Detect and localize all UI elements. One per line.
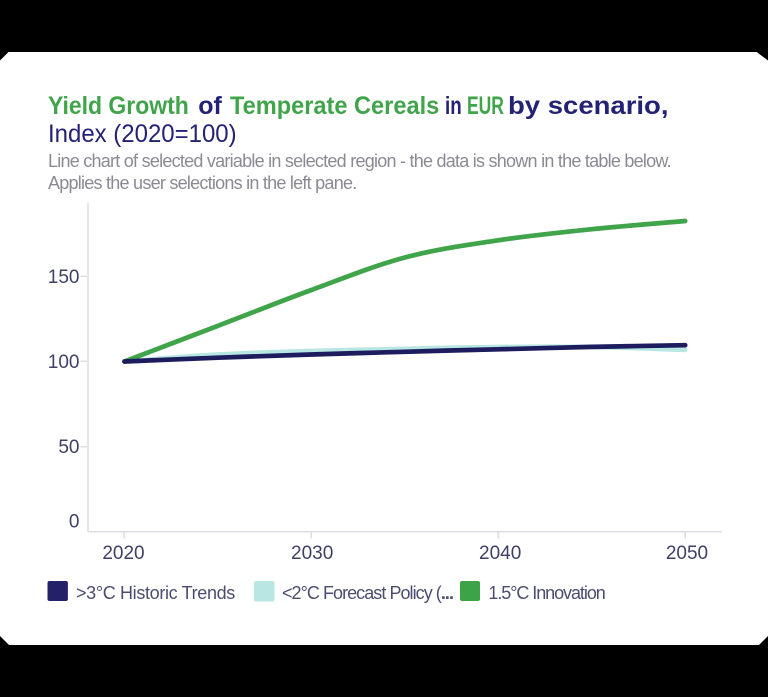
svg-text:2020: 2020	[102, 543, 144, 564]
svg-text:1.5°C Innovation: 1.5°C Innovation	[488, 583, 604, 603]
svg-text:>3°C Historic Trends: >3°C Historic Trends	[76, 583, 235, 603]
svg-text:150: 150	[48, 267, 80, 288]
svg-text:2050: 2050	[666, 543, 708, 564]
svg-text:100: 100	[48, 352, 80, 373]
svg-text:2040: 2040	[479, 543, 521, 564]
svg-text:<2°C Forecast Policy (...: <2°C Forecast Policy (...	[282, 583, 453, 603]
svg-text:0: 0	[69, 511, 80, 532]
svg-text:50: 50	[58, 437, 79, 458]
svg-text:2030: 2030	[291, 543, 333, 564]
